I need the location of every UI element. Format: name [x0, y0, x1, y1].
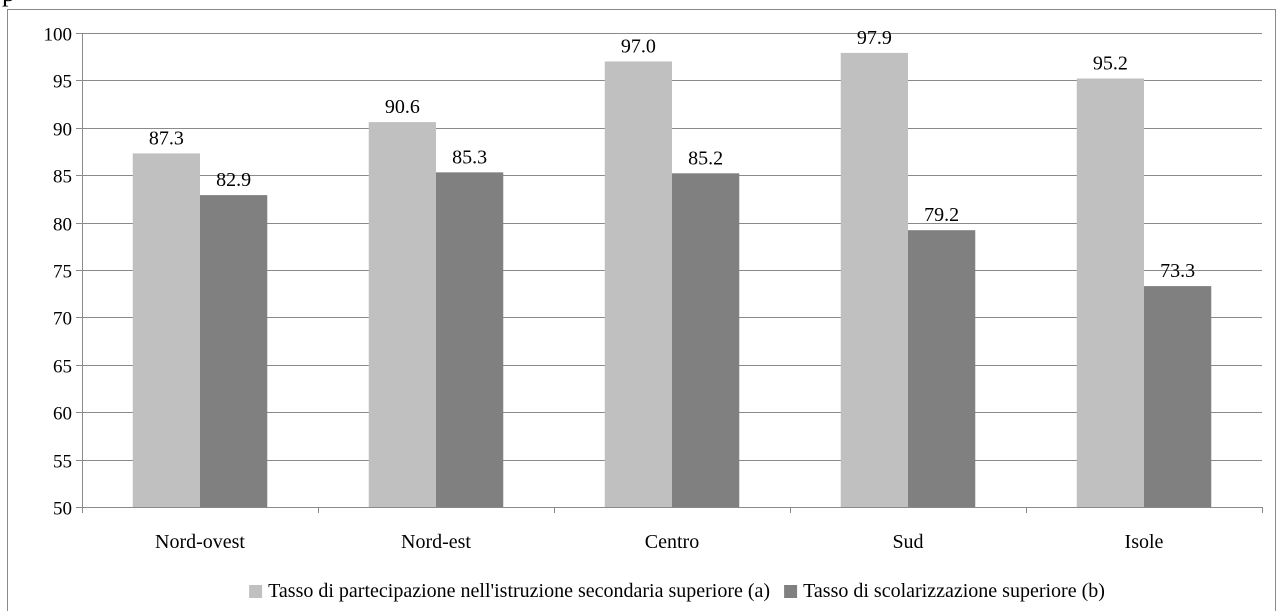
category-label: Centro [645, 531, 699, 553]
legend-swatch [784, 585, 798, 598]
legend-label: Tasso di scolarizzazione superiore (b) [803, 580, 1105, 602]
bar-participation [604, 61, 672, 507]
category-label: Isole [1125, 531, 1164, 553]
bar-participation [840, 52, 908, 508]
data-label: 85.2 [688, 147, 723, 169]
data-label: 87.3 [149, 127, 184, 149]
y-tick-label: 80 [53, 215, 72, 236]
top-clipped-text: р [2, 0, 15, 6]
bar-participation [368, 122, 436, 507]
axes: 50 55 60 65 70 75 80 85 90 95 100 [44, 25, 1263, 520]
labels: 87.3 82.9 Nord-ovest 90.6 85.3 Nord-est 97.0 85… [149, 27, 1195, 553]
bar-schooling [1144, 286, 1212, 507]
legend: Tasso di partecipazione nell'istruzione … [249, 580, 1105, 602]
y-tick-label: 100 [44, 25, 73, 46]
category-label: Sud [892, 531, 923, 553]
data-label: 97.0 [621, 35, 656, 57]
y-tick-label: 70 [53, 309, 72, 330]
category-label: Nord-est [401, 531, 471, 553]
data-label: 90.6 [385, 96, 420, 118]
data-label: 82.9 [216, 169, 251, 191]
y-tick-label: 95 [53, 72, 72, 93]
data-label: 79.2 [924, 204, 959, 226]
y-tick-label: 55 [53, 452, 72, 473]
y-tick-label: 75 [53, 262, 72, 283]
bar-schooling [908, 230, 976, 507]
data-label: 97.9 [857, 27, 892, 49]
legend-label: Tasso di partecipazione nell'istruzione … [268, 580, 770, 602]
bars [132, 52, 1212, 508]
y-tick-label: 60 [53, 404, 72, 425]
bar-participation [132, 153, 200, 507]
bar-schooling [672, 173, 740, 507]
chart-frame [7, 9, 1276, 611]
bar-schooling [436, 172, 504, 507]
y-tick-label: 90 [53, 120, 72, 141]
legend-swatch [249, 585, 263, 598]
bar-schooling [200, 195, 268, 507]
bar-participation [1076, 78, 1144, 507]
category-label: Nord-ovest [155, 531, 245, 553]
y-tick-label: 65 [53, 357, 72, 378]
y-tick-label: 85 [53, 167, 72, 188]
data-label: 85.3 [452, 146, 487, 168]
data-label: 95.2 [1093, 53, 1128, 75]
data-label: 73.3 [1160, 260, 1195, 282]
y-tick-label: 50 [53, 499, 72, 520]
